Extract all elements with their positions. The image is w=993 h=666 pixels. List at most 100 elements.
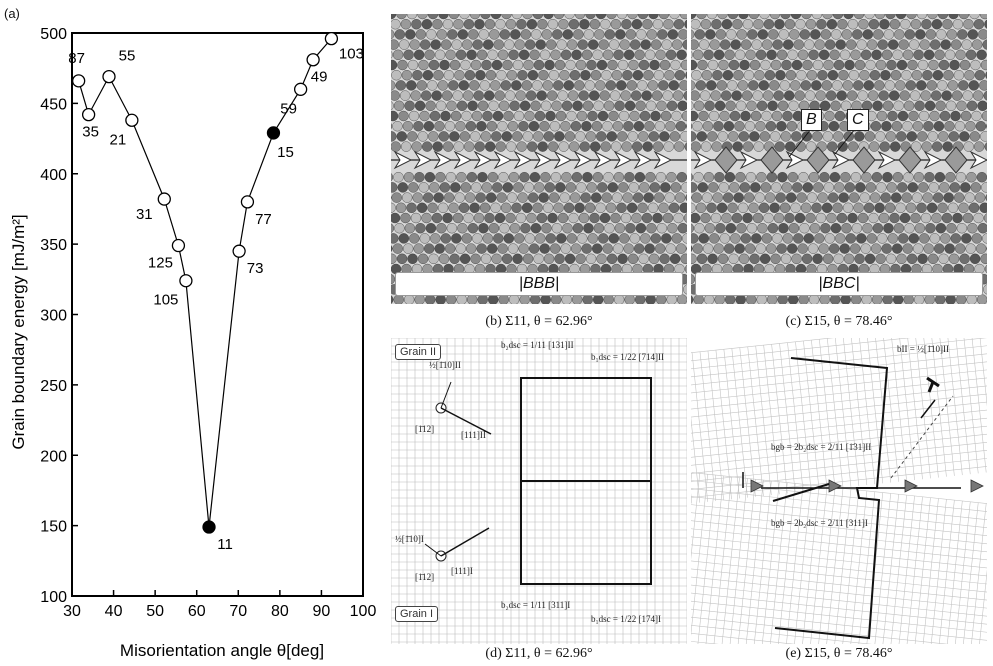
atom xyxy=(662,212,674,224)
structural-unit-c xyxy=(714,146,738,174)
atom xyxy=(854,131,865,142)
atom xyxy=(409,233,420,244)
atom xyxy=(977,100,987,111)
atom xyxy=(452,212,464,224)
atom xyxy=(491,131,502,142)
lattice-line xyxy=(691,342,987,379)
atom xyxy=(445,171,457,183)
atom xyxy=(391,245,393,253)
atom xyxy=(934,171,946,183)
sigma-label: 21 xyxy=(110,131,127,148)
atom xyxy=(527,70,539,81)
atom xyxy=(683,213,687,223)
atom xyxy=(791,59,803,71)
atom xyxy=(980,59,987,71)
atom xyxy=(414,100,426,112)
lattice-line xyxy=(922,338,939,478)
lattice-line xyxy=(842,338,860,486)
atom xyxy=(463,141,475,152)
atom xyxy=(973,18,985,30)
atom xyxy=(908,39,920,50)
atom xyxy=(487,171,499,183)
atom xyxy=(796,192,807,203)
atom xyxy=(596,59,608,71)
atom xyxy=(391,233,399,244)
atom xyxy=(402,120,414,132)
atom xyxy=(565,59,576,71)
atom xyxy=(610,212,621,224)
atom xyxy=(944,243,955,254)
atom xyxy=(891,120,903,132)
atom xyxy=(742,212,753,224)
atom xyxy=(849,243,861,254)
atom xyxy=(767,100,778,112)
atom xyxy=(894,29,905,40)
atom xyxy=(563,202,575,214)
atom xyxy=(633,243,645,254)
atom xyxy=(673,18,685,30)
atom xyxy=(670,182,681,193)
atom xyxy=(417,253,429,265)
atom xyxy=(434,49,446,60)
atom xyxy=(595,80,606,91)
atom xyxy=(467,100,478,112)
atom xyxy=(629,39,641,50)
atom xyxy=(645,294,656,304)
atom xyxy=(979,80,987,91)
atom xyxy=(770,131,781,142)
atom xyxy=(672,39,683,50)
atom xyxy=(822,14,833,20)
atom xyxy=(706,202,717,214)
atom xyxy=(762,90,774,101)
atom xyxy=(887,39,899,50)
sigma-label: 125 xyxy=(148,255,173,272)
atom xyxy=(558,141,569,152)
atom xyxy=(947,80,958,91)
atom xyxy=(670,59,681,71)
atom xyxy=(809,294,820,304)
atom xyxy=(910,212,921,224)
atom xyxy=(775,70,786,81)
atom xyxy=(669,14,680,20)
atom xyxy=(962,212,974,224)
atom xyxy=(542,202,554,214)
atom xyxy=(511,80,522,91)
atom xyxy=(870,120,882,132)
atom xyxy=(746,100,757,112)
atom xyxy=(612,243,624,254)
atom xyxy=(508,171,520,183)
lattice-line xyxy=(793,485,812,644)
atom xyxy=(702,120,714,132)
atom xyxy=(874,80,885,91)
atom xyxy=(477,100,489,112)
atom xyxy=(784,18,796,30)
atom xyxy=(819,171,830,183)
atom xyxy=(709,39,720,50)
atom xyxy=(414,294,425,304)
atom xyxy=(485,70,497,81)
atom xyxy=(813,182,824,193)
atom xyxy=(442,212,453,224)
atom xyxy=(431,90,442,101)
atom xyxy=(666,100,678,112)
sigma-label: 15 xyxy=(277,144,294,161)
atom xyxy=(424,243,435,254)
atom xyxy=(713,49,725,60)
lattice-line xyxy=(904,496,923,644)
atom xyxy=(774,141,785,152)
atom xyxy=(591,120,603,132)
atom xyxy=(606,131,618,142)
lattice-line xyxy=(890,338,907,481)
vector-bottom-left: ½[1̄10]I xyxy=(395,534,424,544)
atom xyxy=(557,212,569,224)
panel-a-label: (a) xyxy=(4,6,20,21)
atom xyxy=(699,90,711,101)
atom xyxy=(799,29,811,40)
atom xyxy=(932,192,944,203)
atom xyxy=(541,29,553,40)
atom xyxy=(730,39,741,50)
lattice-line xyxy=(801,485,820,644)
atom xyxy=(878,212,890,224)
sigma-label: 77 xyxy=(255,211,272,228)
atom xyxy=(446,222,458,234)
